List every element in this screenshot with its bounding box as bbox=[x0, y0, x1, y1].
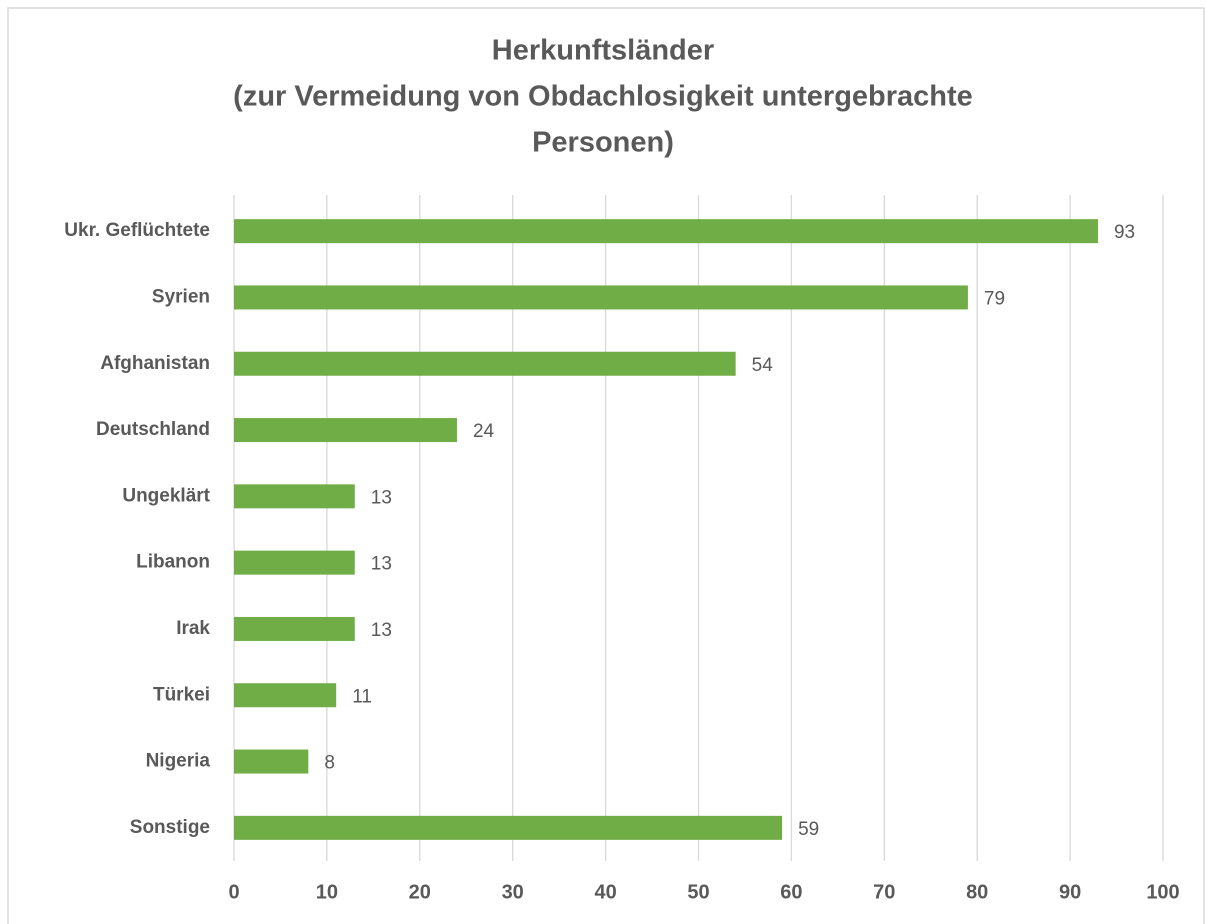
data-label: 59 bbox=[798, 819, 819, 840]
bar bbox=[234, 815, 783, 840]
x-tick-label: 40 bbox=[594, 881, 616, 903]
bar bbox=[234, 683, 337, 708]
x-tick-label: 50 bbox=[687, 881, 709, 903]
y-tick-label: Nigeria bbox=[146, 751, 211, 772]
bar bbox=[234, 749, 309, 774]
chart-title: (zur Vermeidung von Obdachlosigkeit unte… bbox=[233, 81, 973, 113]
bar bbox=[234, 550, 355, 575]
x-tick-label: 20 bbox=[409, 881, 431, 903]
data-label: 13 bbox=[371, 620, 392, 641]
y-tick-label: Ukr. Geflüchtete bbox=[64, 220, 210, 241]
x-tick-label: 100 bbox=[1146, 881, 1179, 903]
x-tick-label: 60 bbox=[780, 881, 802, 903]
chart-title: Herkunftsländer bbox=[492, 35, 714, 67]
data-label: 54 bbox=[752, 355, 774, 376]
x-tick-label: 90 bbox=[1059, 881, 1081, 903]
bar bbox=[234, 616, 355, 641]
bar bbox=[234, 418, 457, 443]
bar bbox=[234, 285, 968, 310]
y-tick-label: Ungeklärt bbox=[122, 485, 210, 506]
y-tick-label: Deutschland bbox=[96, 419, 210, 440]
y-tick-label: Syrien bbox=[152, 286, 210, 307]
x-tick-label: 10 bbox=[316, 881, 338, 903]
x-tick-label: 0 bbox=[228, 881, 239, 903]
bar bbox=[234, 484, 355, 509]
x-tick-label: 70 bbox=[873, 881, 895, 903]
y-tick-label: Türkei bbox=[153, 684, 210, 705]
x-tick-label: 80 bbox=[966, 881, 988, 903]
data-label: 8 bbox=[324, 753, 335, 774]
data-label: 79 bbox=[984, 288, 1005, 309]
data-label: 24 bbox=[473, 421, 495, 442]
bar bbox=[234, 351, 736, 376]
y-tick-label: Libanon bbox=[136, 552, 210, 573]
data-label: 93 bbox=[1114, 222, 1135, 243]
y-tick-label: Irak bbox=[176, 618, 210, 639]
data-label: 11 bbox=[352, 686, 372, 707]
data-label: 13 bbox=[371, 487, 392, 508]
chart-title: Personen) bbox=[532, 127, 674, 159]
data-label: 13 bbox=[371, 554, 392, 575]
y-tick-label: Afghanistan bbox=[100, 353, 210, 374]
bar bbox=[234, 219, 1098, 244]
x-tick-label: 30 bbox=[502, 881, 524, 903]
y-tick-label: Sonstige bbox=[130, 817, 210, 838]
